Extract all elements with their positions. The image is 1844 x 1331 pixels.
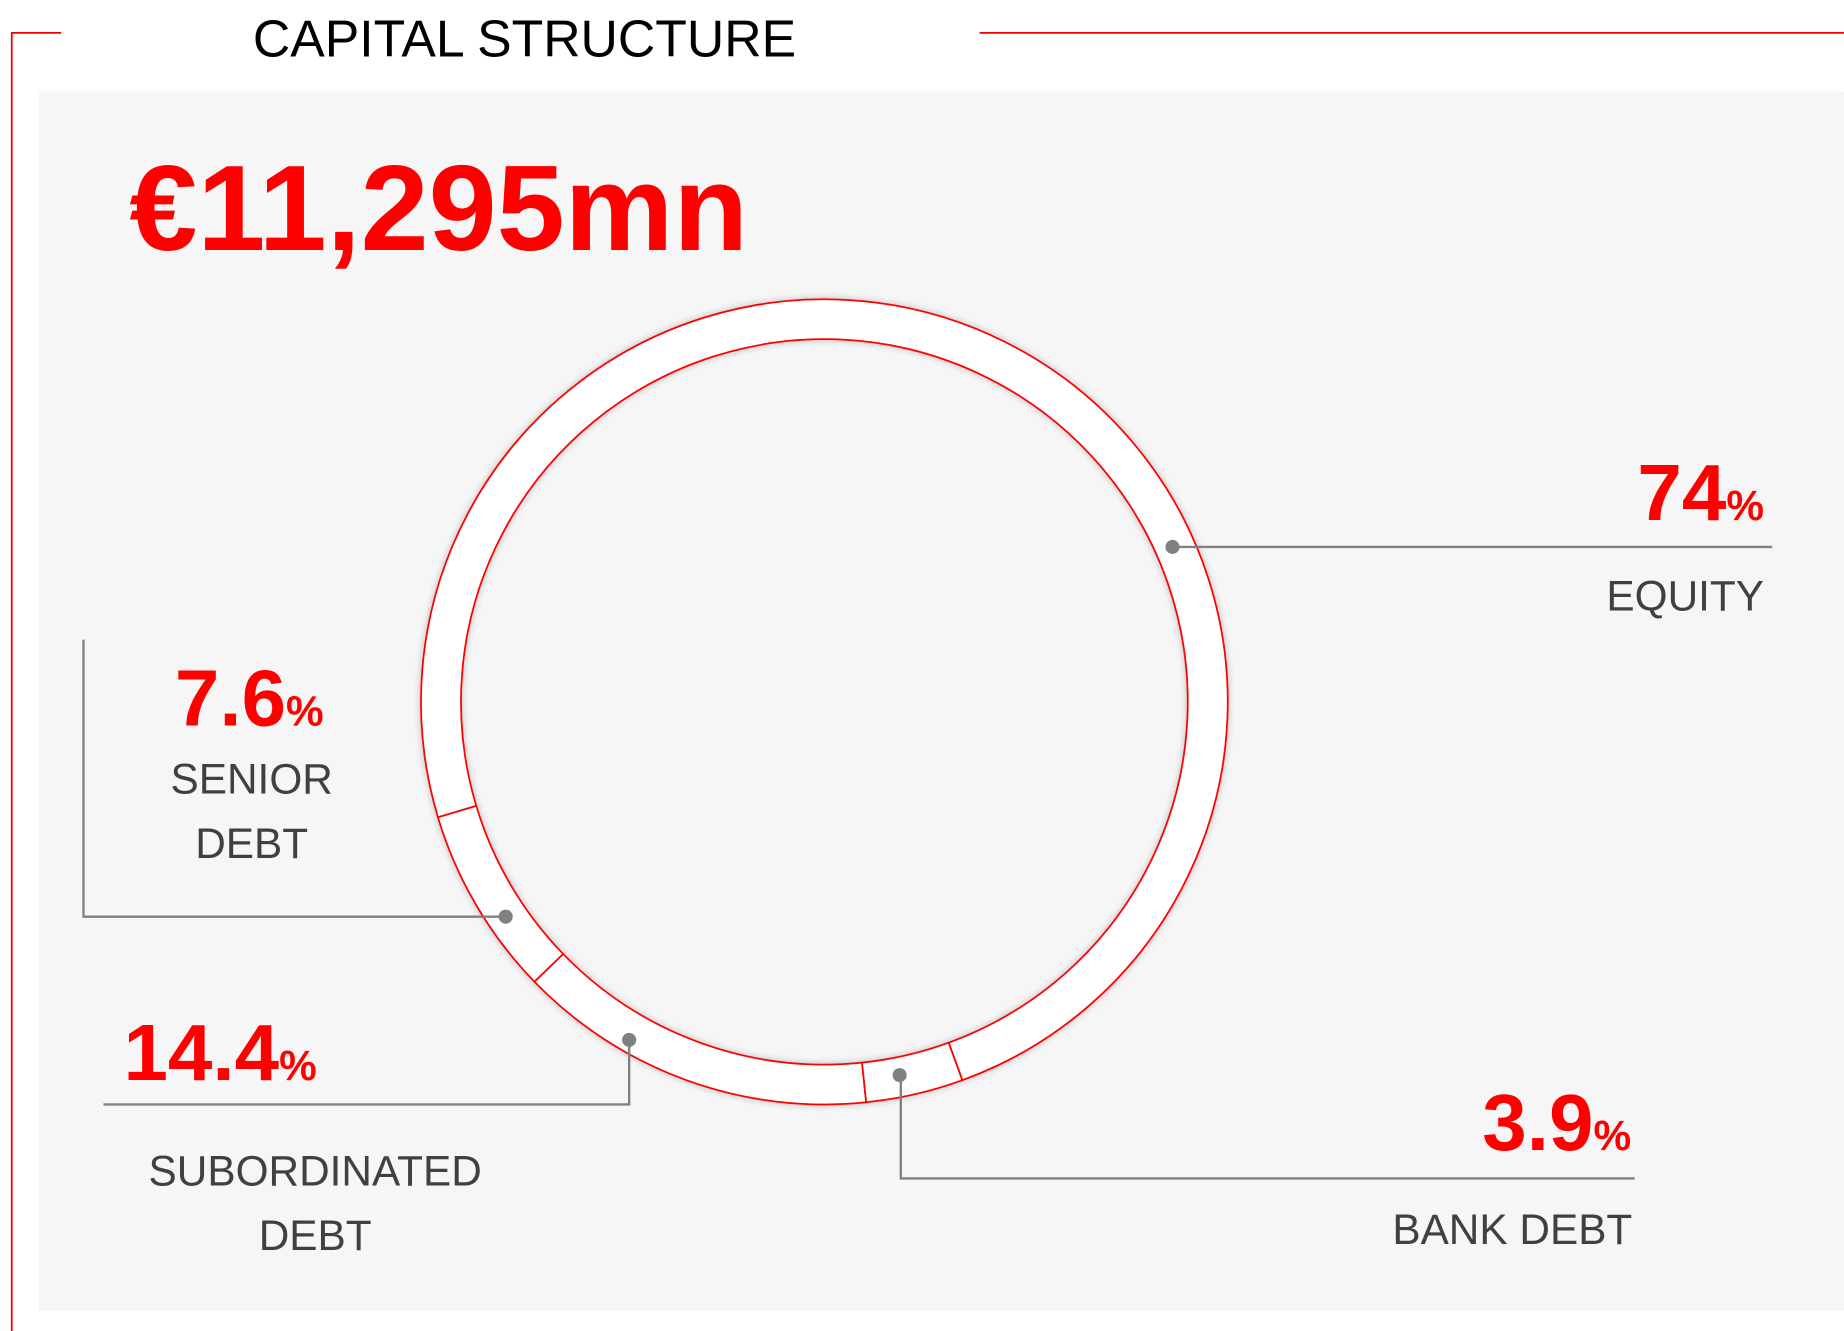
unit: %	[286, 687, 324, 734]
segment	[861, 1041, 964, 1104]
value-label: 3.9%	[1482, 1078, 1631, 1167]
segment	[420, 298, 1229, 1082]
leaders	[82, 545, 1773, 1180]
frame	[10, 31, 1844, 1331]
category-label: SUBORDINATED DEBT	[148, 1146, 482, 1260]
category-label: SENIOR DEBT	[170, 754, 333, 868]
ring	[420, 298, 1229, 1106]
value-label: 14.4%	[123, 1008, 316, 1097]
value-label: 74%	[1637, 448, 1764, 537]
unit: %	[1593, 1112, 1631, 1159]
unit: %	[1726, 482, 1764, 529]
category-label: EQUITY	[1606, 571, 1764, 620]
value-label: 7.6%	[175, 653, 324, 742]
value: 7.6	[175, 653, 286, 742]
panel	[38, 91, 1844, 1312]
segment	[533, 952, 868, 1106]
value-labels: 74% 7.6% 14.4% 3.9%	[123, 448, 1764, 1167]
unit: %	[279, 1042, 317, 1089]
title: CAPITAL STRUCTURE	[253, 9, 796, 67]
total: €11,295mn	[129, 139, 748, 276]
leader-dots	[498, 539, 1180, 1083]
value: 14.4	[123, 1008, 279, 1097]
segment	[436, 804, 565, 984]
value: 74	[1637, 448, 1726, 537]
value: 3.9	[1482, 1078, 1593, 1167]
category-label: BANK DEBT	[1392, 1205, 1633, 1254]
